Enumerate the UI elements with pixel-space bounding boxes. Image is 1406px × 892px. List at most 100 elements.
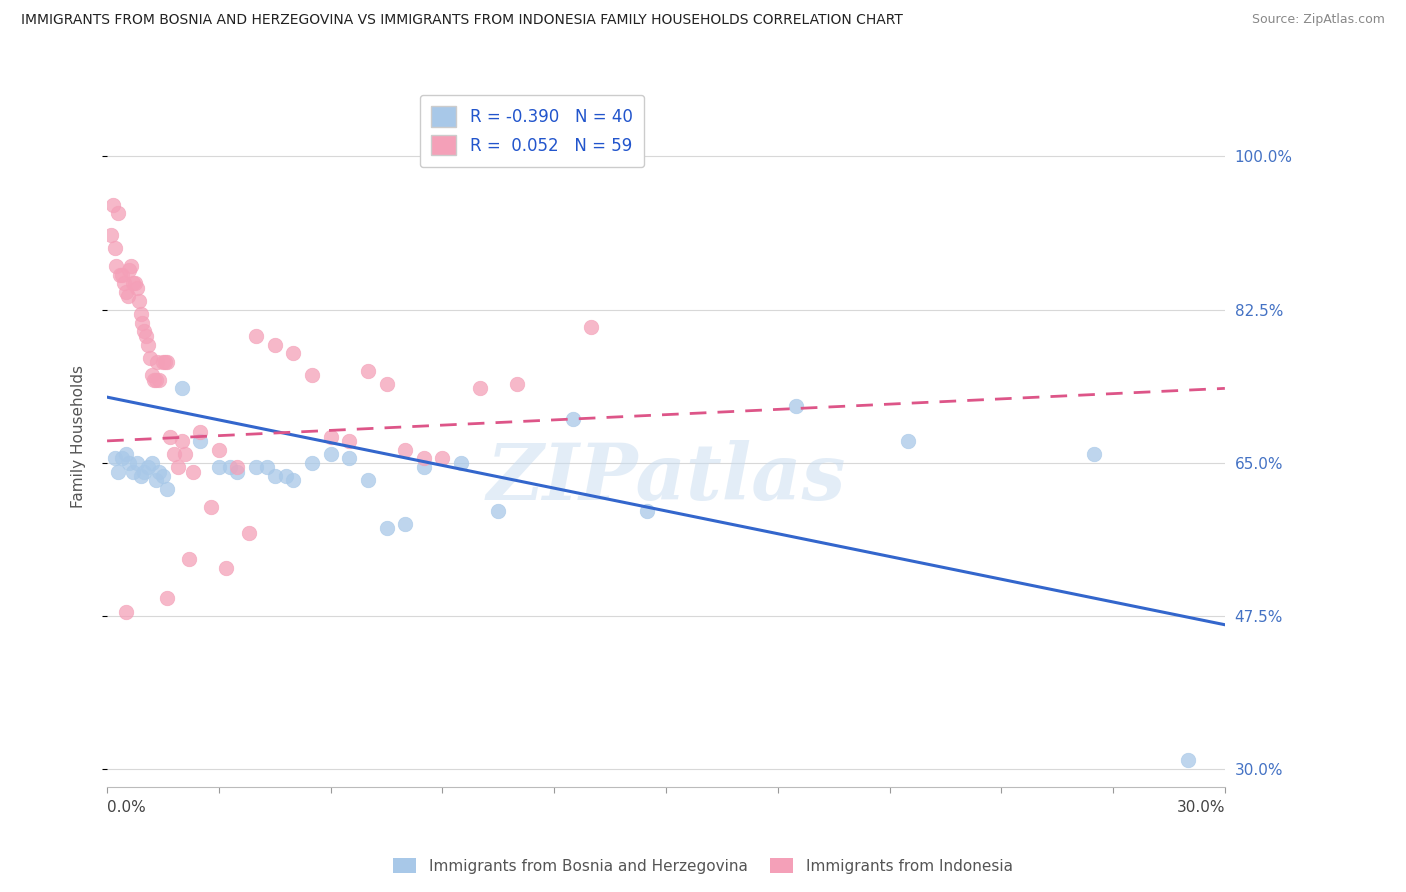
Point <box>114 605 136 619</box>
Point <box>107 465 129 479</box>
Point <box>256 460 278 475</box>
Point <box>486 504 509 518</box>
Point <box>170 434 193 448</box>
Point <box>283 473 305 487</box>
Point <box>152 355 174 369</box>
Point <box>114 447 136 461</box>
Point <box>208 460 231 475</box>
Point <box>394 517 416 532</box>
Point <box>468 381 491 395</box>
Point <box>142 373 165 387</box>
Point <box>163 447 186 461</box>
Point <box>301 456 323 470</box>
Point <box>129 469 152 483</box>
Point <box>112 277 135 291</box>
Y-axis label: Family Households: Family Households <box>72 365 86 508</box>
Point <box>181 465 204 479</box>
Point <box>188 434 211 448</box>
Point <box>108 268 131 282</box>
Point <box>122 277 145 291</box>
Point <box>561 412 583 426</box>
Point <box>208 442 231 457</box>
Point <box>581 320 603 334</box>
Point <box>226 460 249 475</box>
Point <box>319 447 342 461</box>
Point <box>156 591 179 606</box>
Point <box>375 376 398 391</box>
Point <box>170 381 193 395</box>
Point <box>506 376 529 391</box>
Point <box>450 456 472 470</box>
Point <box>134 465 156 479</box>
Point <box>118 263 141 277</box>
Point <box>135 329 157 343</box>
Point <box>103 241 125 255</box>
Point <box>134 325 156 339</box>
Point <box>145 473 167 487</box>
Point <box>1083 447 1105 461</box>
Point <box>148 465 170 479</box>
Point <box>412 451 434 466</box>
Point <box>156 482 179 496</box>
Point <box>274 469 297 483</box>
Point <box>114 285 136 299</box>
Text: 0.0%: 0.0% <box>107 800 146 814</box>
Point <box>125 456 148 470</box>
Point <box>146 355 169 369</box>
Point <box>245 460 267 475</box>
Point <box>283 346 305 360</box>
Point <box>129 307 152 321</box>
Point <box>636 504 658 518</box>
Point <box>319 429 342 443</box>
Point <box>238 525 260 540</box>
Point <box>141 368 163 383</box>
Point <box>153 355 176 369</box>
Point <box>136 460 159 475</box>
Point <box>111 451 134 466</box>
Point <box>156 355 179 369</box>
Text: 30.0%: 30.0% <box>1177 800 1225 814</box>
Point <box>103 451 125 466</box>
Point <box>1177 753 1199 767</box>
Point <box>226 465 249 479</box>
Point <box>101 197 124 211</box>
Point <box>432 451 454 466</box>
Point <box>167 460 190 475</box>
Text: Source: ZipAtlas.com: Source: ZipAtlas.com <box>1251 13 1385 27</box>
Point <box>357 364 380 378</box>
Point <box>124 277 146 291</box>
Point <box>128 293 150 308</box>
Point <box>245 329 267 343</box>
Point <box>159 429 181 443</box>
Point <box>136 337 159 351</box>
Point <box>394 442 416 457</box>
Point <box>219 460 242 475</box>
Point <box>263 337 285 351</box>
Point <box>337 434 360 448</box>
Point <box>177 552 200 566</box>
Point <box>897 434 920 448</box>
Point <box>105 259 128 273</box>
Point <box>174 447 197 461</box>
Point <box>122 465 145 479</box>
Legend: R = -0.390   N = 40, R =  0.052   N = 59: R = -0.390 N = 40, R = 0.052 N = 59 <box>419 95 644 167</box>
Point <box>118 456 141 470</box>
Point <box>188 425 211 439</box>
Point <box>200 500 222 514</box>
Point <box>215 561 238 575</box>
Point <box>357 473 380 487</box>
Point <box>263 469 285 483</box>
Point <box>117 289 139 303</box>
Point <box>139 351 162 365</box>
Point <box>375 521 398 535</box>
Point <box>125 281 148 295</box>
Legend: Immigrants from Bosnia and Herzegovina, Immigrants from Indonesia: Immigrants from Bosnia and Herzegovina, … <box>388 852 1018 880</box>
Text: ZIPatlas: ZIPatlas <box>486 441 845 516</box>
Point <box>337 451 360 466</box>
Point <box>141 456 163 470</box>
Point <box>785 399 807 413</box>
Point <box>152 469 174 483</box>
Text: IMMIGRANTS FROM BOSNIA AND HERZEGOVINA VS IMMIGRANTS FROM INDONESIA FAMILY HOUSE: IMMIGRANTS FROM BOSNIA AND HERZEGOVINA V… <box>21 13 903 28</box>
Point <box>111 268 134 282</box>
Point <box>301 368 323 383</box>
